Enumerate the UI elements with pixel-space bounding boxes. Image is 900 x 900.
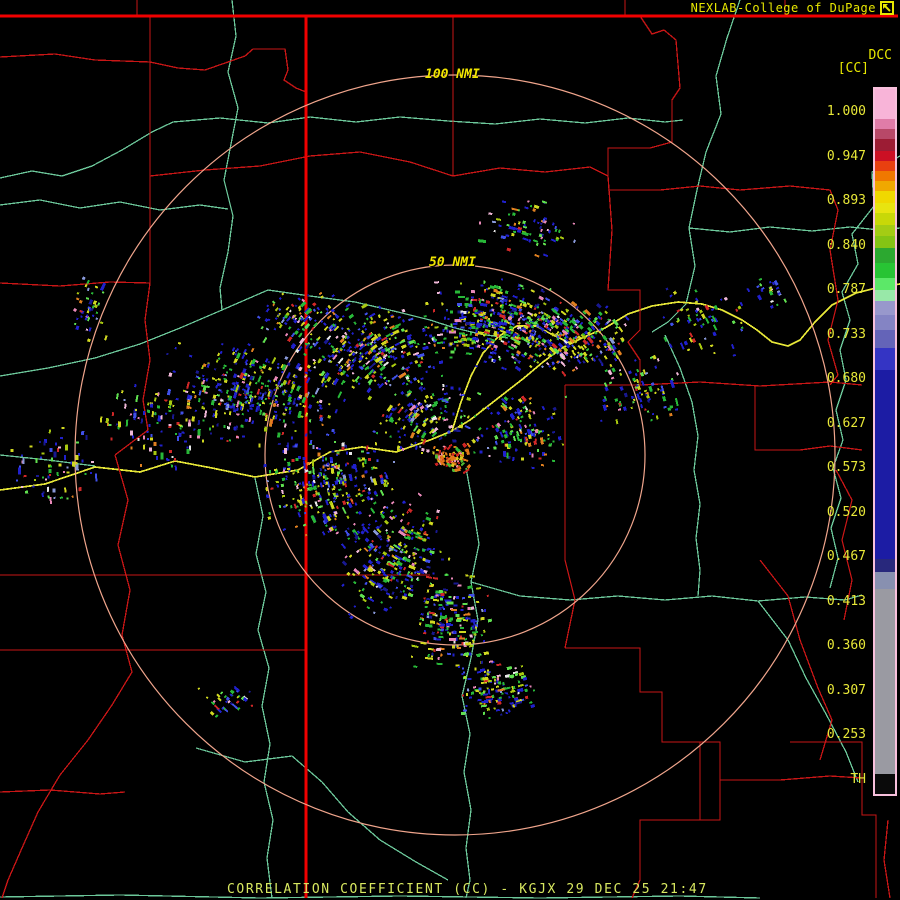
colorbar-segment (875, 278, 895, 290)
colorbar-label: 0.787 (826, 282, 866, 297)
colorbar (873, 87, 897, 796)
river-line (461, 467, 480, 899)
river-line (829, 155, 900, 589)
colorbar-segment (875, 589, 895, 774)
colorbar-label: TH (850, 772, 866, 787)
county-boundary (1, 454, 133, 899)
colorbar-segment (875, 301, 895, 315)
county-boundary (149, 151, 609, 177)
county-boundary (565, 381, 863, 387)
colorbar-segment (875, 139, 895, 151)
county-boundary (565, 647, 701, 899)
county-boundary (790, 741, 877, 898)
river-line (0, 309, 223, 377)
colorbar-segment (875, 161, 895, 171)
colorbar-segment (875, 213, 895, 225)
range-ring-50nmi (264, 264, 646, 646)
colorbar-segment (875, 572, 895, 589)
colorbar-segment (875, 348, 895, 370)
range-ring-label-100nmi: 100 NMI (425, 67, 480, 82)
colorbar-label: 0.307 (826, 683, 866, 698)
colorbar-segment (875, 89, 895, 119)
range-ring-100nmi (74, 74, 836, 836)
county-boundary (114, 176, 151, 456)
colorbar-label: 0.627 (826, 416, 866, 431)
product-title: CORRELATION COEFFICIENT (CC) - KGJX 29 D… (227, 882, 708, 897)
colorbar-segment (875, 171, 895, 181)
county-boundary (0, 789, 126, 795)
river-line (0, 454, 96, 467)
river-line (0, 894, 761, 899)
county-boundary (883, 819, 891, 899)
river-line (664, 334, 701, 597)
colorbar-label: 0.893 (826, 193, 866, 208)
colorbar-segment (875, 236, 895, 248)
colorbar-segment (875, 330, 895, 348)
dupage-arrow-box-icon (880, 1, 894, 15)
range-ring-label-50nmi: 50 NMI (429, 255, 476, 270)
county-boundary (564, 385, 576, 649)
colorbar-segment (875, 263, 895, 278)
county-boundary (835, 469, 853, 621)
river-line (688, 226, 900, 233)
colorbar-units: [CC] (837, 61, 869, 76)
header-brand: NEXLAB-College of DuPage (690, 1, 876, 15)
colorbar-label: 0.467 (826, 549, 866, 564)
colorbar-label: 0.360 (826, 638, 866, 653)
river-line (219, 0, 239, 311)
county-boundary (0, 281, 151, 287)
colorbar-label: 0.253 (826, 727, 866, 742)
colorbar-segment (875, 559, 895, 572)
colorbar-segment (875, 315, 895, 330)
river-line (172, 116, 684, 125)
colorbar-segment (875, 370, 895, 559)
colorbar-segment (875, 225, 895, 236)
county-boundary (0, 48, 307, 93)
colorbar-title: DCC (868, 48, 892, 63)
colorbar-label: 0.840 (826, 238, 866, 253)
colorbar-segment (875, 119, 895, 129)
river-line (470, 581, 863, 602)
river-line (254, 477, 274, 899)
river-line (651, 0, 741, 333)
colorbar-label: 0.413 (826, 594, 866, 609)
colorbar-label: 0.520 (826, 505, 866, 520)
colorbar-segment (875, 248, 895, 263)
river-line (0, 199, 229, 211)
county-boundary (608, 185, 839, 386)
county-boundary (607, 175, 641, 385)
colorbar-label: 1.000 (826, 104, 866, 119)
county-boundary (607, 15, 681, 176)
colorbar-label: 0.680 (826, 371, 866, 386)
colorbar-segment (875, 129, 895, 139)
colorbar-segment (875, 181, 895, 191)
county-boundary (759, 559, 833, 761)
colorbar-segment (875, 151, 895, 161)
river-line (0, 121, 174, 179)
county-boundary (754, 386, 863, 451)
river-line (221, 289, 509, 339)
river-line (195, 747, 449, 881)
colorbar-segment (875, 191, 895, 203)
colorbar-label: 0.947 (826, 149, 866, 164)
county-boundary (720, 775, 863, 781)
radar-echoes (10, 200, 787, 720)
colorbar-segment (875, 290, 895, 301)
colorbar-label: 0.573 (826, 460, 866, 475)
colorbar-segment (875, 203, 895, 213)
county-boundary (700, 741, 721, 821)
river-line (757, 600, 859, 783)
colorbar-label: 0.733 (826, 327, 866, 342)
colorbar-segment (875, 774, 895, 794)
